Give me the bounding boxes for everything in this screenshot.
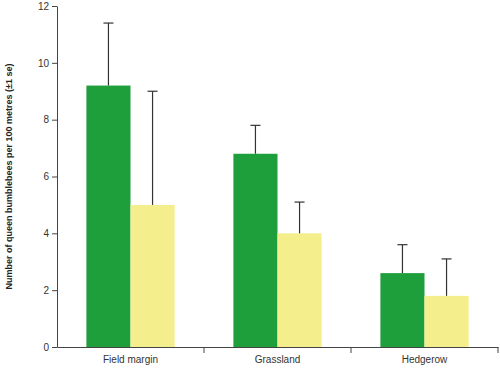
bar xyxy=(425,296,469,347)
y-tick: 4 xyxy=(43,228,57,239)
x-axis: Field margin Grassland Hedgerow xyxy=(58,347,499,365)
y-tick-label: 6 xyxy=(43,171,49,182)
error-bar xyxy=(148,91,158,205)
chart: 0 2 4 6 8 10 12 Field margin Grassland Hedgerow Nu… xyxy=(0,0,500,370)
y-tick-label: 2 xyxy=(43,285,49,296)
y-tick-mark xyxy=(52,6,57,7)
x-axis-line xyxy=(58,347,499,348)
y-tick-label: 12 xyxy=(38,1,50,12)
y-axis-line xyxy=(57,7,58,348)
y-tick: 10 xyxy=(38,58,57,69)
x-tick-label: Hedgerow xyxy=(402,354,448,365)
error-bar-stem xyxy=(152,91,153,205)
error-bar-stem xyxy=(255,125,256,153)
bar xyxy=(86,86,130,347)
error-bar xyxy=(442,259,452,296)
y-tick-label: 10 xyxy=(38,58,50,69)
y-tick-mark xyxy=(52,63,57,64)
y-tick: 6 xyxy=(43,171,57,182)
error-bar xyxy=(397,245,407,273)
error-bar-cap xyxy=(295,201,305,202)
bar xyxy=(233,154,277,347)
y-tick-mark xyxy=(52,233,57,234)
category-divider xyxy=(498,347,499,353)
y-tick-mark xyxy=(52,290,57,291)
y-tick: 8 xyxy=(43,114,57,125)
bar xyxy=(278,233,322,347)
y-tick-label: 4 xyxy=(43,228,49,239)
y-tick-label: 8 xyxy=(43,114,49,125)
bars xyxy=(86,23,468,347)
error-bar-cap xyxy=(103,22,113,23)
y-tick-mark xyxy=(52,120,57,121)
x-tick-label: Grassland xyxy=(255,354,301,365)
error-bar-cap xyxy=(397,244,407,245)
bar xyxy=(380,273,424,347)
error-bar-cap xyxy=(250,125,260,126)
y-tick: 12 xyxy=(38,1,57,12)
plot: 0 2 4 6 8 10 12 Field margin Grassland Hedgerow xyxy=(38,1,499,365)
y-tick-label: 0 xyxy=(43,342,49,353)
error-bar xyxy=(250,125,260,153)
y-tick-mark xyxy=(52,177,57,178)
error-bar-stem xyxy=(299,202,300,233)
error-bar-cap xyxy=(442,258,452,259)
error-bar-cap xyxy=(148,91,158,92)
y-axis-title: Number of queen bumblebees per 100 metre… xyxy=(4,63,14,289)
x-tick: Hedgerow xyxy=(402,354,448,365)
error-bar xyxy=(103,23,113,86)
x-tick: Field margin xyxy=(103,354,158,365)
error-bar-stem xyxy=(108,23,109,86)
x-tick: Grassland xyxy=(255,354,301,365)
bar xyxy=(131,205,175,347)
y-tick: 2 xyxy=(43,285,57,296)
error-bar xyxy=(295,202,305,233)
category-divider xyxy=(351,347,352,353)
category-divider xyxy=(204,347,205,353)
y-axis: 0 2 4 6 8 10 12 xyxy=(38,1,58,353)
y-tick-mark xyxy=(52,347,57,348)
error-bar-stem xyxy=(446,259,447,296)
y-tick: 0 xyxy=(43,342,57,353)
x-tick-label: Field margin xyxy=(103,354,158,365)
error-bar-stem xyxy=(402,245,403,273)
